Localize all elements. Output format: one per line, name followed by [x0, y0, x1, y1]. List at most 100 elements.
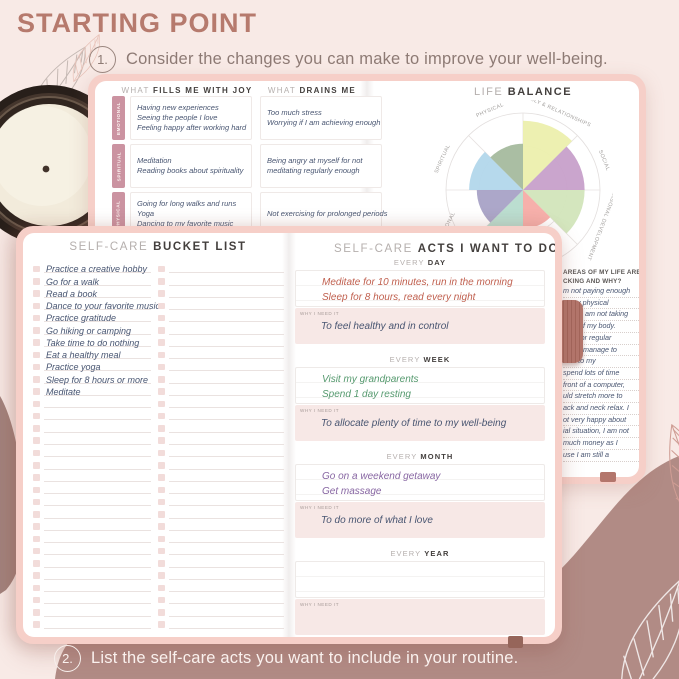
handwritten-line: meditating regularly enough — [267, 166, 360, 175]
ruled-line — [169, 309, 284, 311]
step-2: 2. List the self-care acts you want to i… — [54, 645, 518, 672]
lacking-handwritten-line: front of a computer, — [563, 380, 639, 392]
ruled-line — [44, 456, 151, 458]
ruled-line — [169, 542, 284, 544]
ruled-line — [169, 529, 284, 531]
checkbox — [158, 363, 165, 371]
checkbox — [158, 290, 165, 297]
step-1-number: 1. — [97, 52, 108, 67]
bucket-list-row — [33, 397, 153, 409]
bucket-list-row — [33, 409, 153, 421]
checkbox — [158, 412, 165, 420]
bucket-item-text: Practice yoga — [46, 362, 101, 373]
bucket-list-column-2 — [158, 262, 286, 630]
ruled-line — [169, 578, 284, 580]
bucket-item-text: Go hiking or camping — [46, 325, 132, 336]
ruled-line — [169, 370, 284, 372]
bucket-list-row — [158, 372, 286, 384]
bucket-list-row — [158, 556, 286, 568]
wheel-segment — [523, 146, 585, 190]
bucket-item-text: Go for a walk — [46, 276, 100, 287]
bucket-list-row — [158, 287, 286, 299]
category-tab: PHYSICAL — [112, 192, 125, 236]
checkbox — [158, 400, 165, 408]
ruled-line — [44, 321, 151, 323]
bucket-list-row: Take time to do nothing — [33, 336, 153, 348]
ruled-line — [169, 505, 284, 507]
checkbox — [158, 486, 165, 494]
lacking-handwritten-line: m not paying enough — [563, 286, 639, 298]
ruled-line — [169, 456, 284, 458]
ruled-line — [44, 309, 151, 311]
bucket-list-row: Read a book — [33, 287, 153, 299]
bucket-list-column-1: Practice a creative hobby Go for a walk Re… — [33, 262, 160, 630]
lacking-handwritten-line: use I am still a — [563, 450, 639, 462]
checkbox — [33, 560, 40, 567]
checkbox — [33, 474, 40, 481]
bucket-list-row — [158, 274, 286, 286]
ruled-line — [169, 321, 284, 323]
joy-entry-box: Meditation Reading books about spirituali… — [130, 144, 252, 188]
ruled-line — [169, 382, 284, 384]
ruled-line — [169, 517, 284, 519]
bucket-list-row — [158, 434, 286, 446]
ruled-line — [44, 358, 151, 360]
bucket-item-text: Dance to your favorite music — [46, 301, 161, 312]
lacking-handwritten-line: time for regular — [563, 333, 639, 345]
checkbox — [33, 351, 40, 359]
ruled-line — [44, 407, 151, 409]
bucket-item-text: Practice gratitude — [46, 313, 117, 324]
bucket-item-text: Practice a creative hobby — [46, 264, 148, 275]
ruled-line — [44, 505, 151, 507]
bucket-list-row — [158, 458, 286, 470]
bucket-list-row — [33, 421, 153, 433]
period-bold: MONTH — [420, 452, 454, 461]
bucket-list-row — [158, 618, 286, 630]
wheel-segment-label: SOCIAL — [597, 149, 611, 172]
bucket-list-row: Go hiking or camping — [33, 323, 153, 336]
checkbox — [33, 511, 40, 518]
handwritten-line: Having new experiences — [137, 103, 219, 113]
why-i-need-it-box: WHY I NEED IT To allocate plenty of time … — [295, 405, 545, 441]
step-1: 1. Consider the changes you can make to … — [89, 46, 608, 73]
period-light: EVERY — [390, 549, 425, 558]
category-tab-label: SPIRITUAL — [116, 151, 121, 181]
lacking-heading-line: AREAS OF MY LIFE ARE — [563, 269, 639, 276]
period-header: EVERY MONTH — [295, 452, 545, 462]
ruled-line — [44, 615, 151, 617]
ruled-line — [44, 578, 151, 580]
checkbox — [158, 425, 165, 432]
handwritten-line: Visit my grandparents — [322, 374, 419, 385]
handwritten-line: Get massage — [322, 486, 382, 497]
bucket-list-row — [33, 471, 153, 483]
ruled-line — [44, 517, 151, 519]
drains-entry-box: Too much stress Worrying if I am achievin… — [260, 96, 382, 140]
candle-wick — [42, 165, 50, 173]
checkbox — [33, 572, 40, 579]
bucket-item-text: Take time to do nothing — [46, 337, 140, 348]
checkbox — [33, 584, 40, 592]
joy-drains-row: EMOTIONAL Having new experiences Seeing th… — [112, 96, 382, 140]
checkbox — [33, 376, 40, 383]
checkbox — [33, 388, 40, 395]
checkbox — [33, 437, 40, 444]
checkbox — [33, 609, 40, 616]
bucket-list-row: Sleep for 8 hours or more — [33, 372, 153, 385]
wheel-segment — [476, 190, 523, 223]
period-light: EVERY — [386, 452, 421, 461]
step-1-text: Consider the changes you can make to imp… — [126, 50, 608, 68]
lacking-handwritten-line: , and I am not taking — [563, 309, 639, 322]
why-i-need-it-label: WHY I NEED IT — [300, 602, 340, 607]
handwritten-line: Going for long walks and runs — [137, 199, 237, 209]
ruled-line — [44, 345, 151, 347]
checkbox — [33, 400, 40, 408]
period-header: EVERY YEAR — [295, 549, 545, 559]
period-bold: WEEK — [423, 355, 451, 364]
handwritten-line: Too much stress — [267, 108, 322, 118]
ruled-line — [44, 493, 151, 495]
wheel-segment — [523, 120, 573, 190]
period-light: EVERY — [393, 258, 428, 267]
checkbox — [33, 486, 40, 494]
journal-spread-bottom: SELF-CARE BUCKET LIST Practice a creativ… — [16, 226, 562, 644]
handwritten-line: Dancing to my favorite music — [137, 218, 234, 228]
